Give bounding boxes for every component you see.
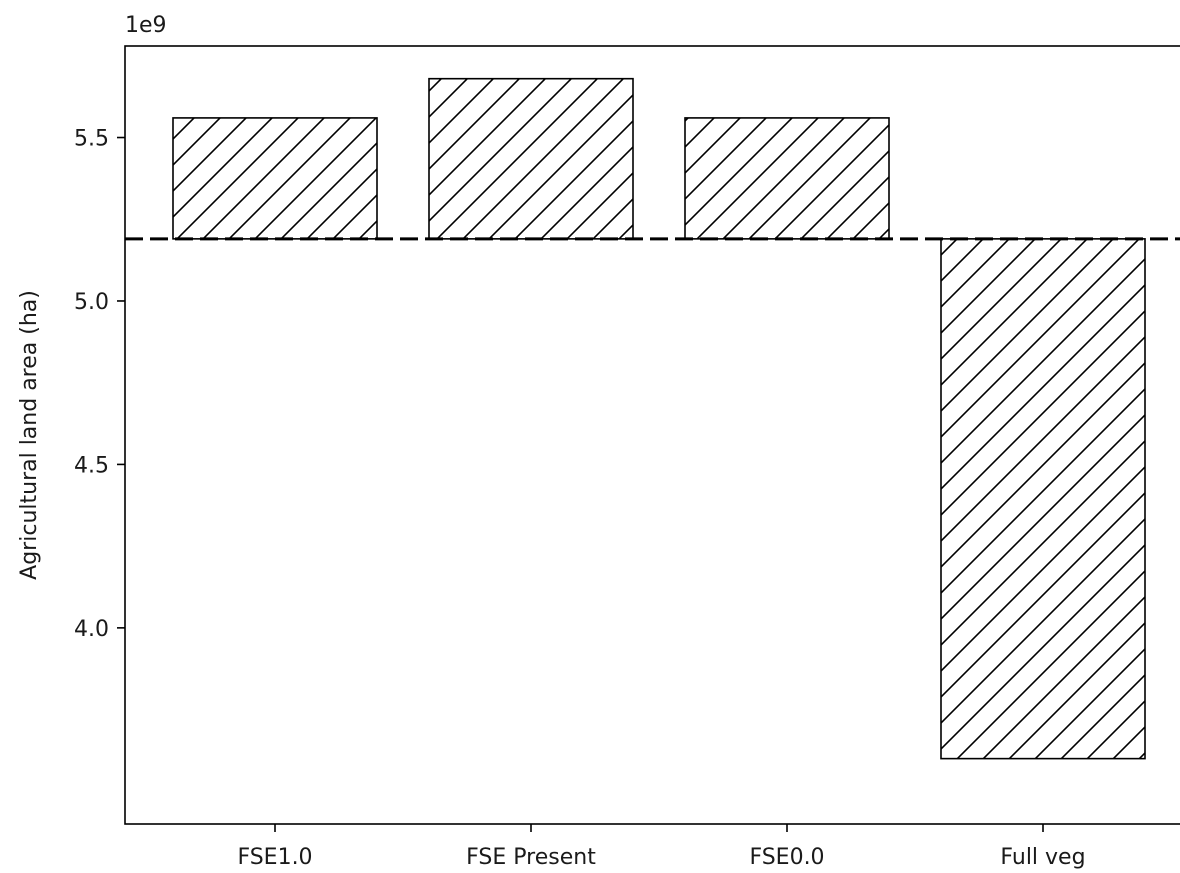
x-tick-label: Full veg [1000, 845, 1085, 870]
axes-frame [124, 45, 1180, 825]
y-tick-label: 4.5 [74, 453, 109, 478]
y-tick-label: 4.0 [74, 617, 109, 642]
bar-fse0-0 [684, 117, 890, 240]
x-tick-label: FSE Present [466, 845, 596, 870]
y-axis-ticks: 4.0 4.5 5.0 5.5 [74, 127, 125, 642]
x-tick-label: FSE0.0 [749, 845, 824, 870]
x-axis-ticks: FSE1.0 FSE Present FSE0.0 Full veg [237, 824, 1086, 870]
bar-full-veg [940, 238, 1146, 760]
y-axis-label: Agricultural land area (ha) [17, 290, 42, 580]
y-tick-label: 5.0 [74, 290, 109, 315]
bar-fse1-0 [172, 117, 378, 240]
y-tick-label: 5.5 [74, 127, 109, 152]
bars-layer [172, 77, 1146, 760]
y-axis-offset-label: 1e9 [125, 13, 167, 38]
x-tick-label: FSE1.0 [237, 845, 312, 870]
bar-fse-present [428, 77, 634, 240]
